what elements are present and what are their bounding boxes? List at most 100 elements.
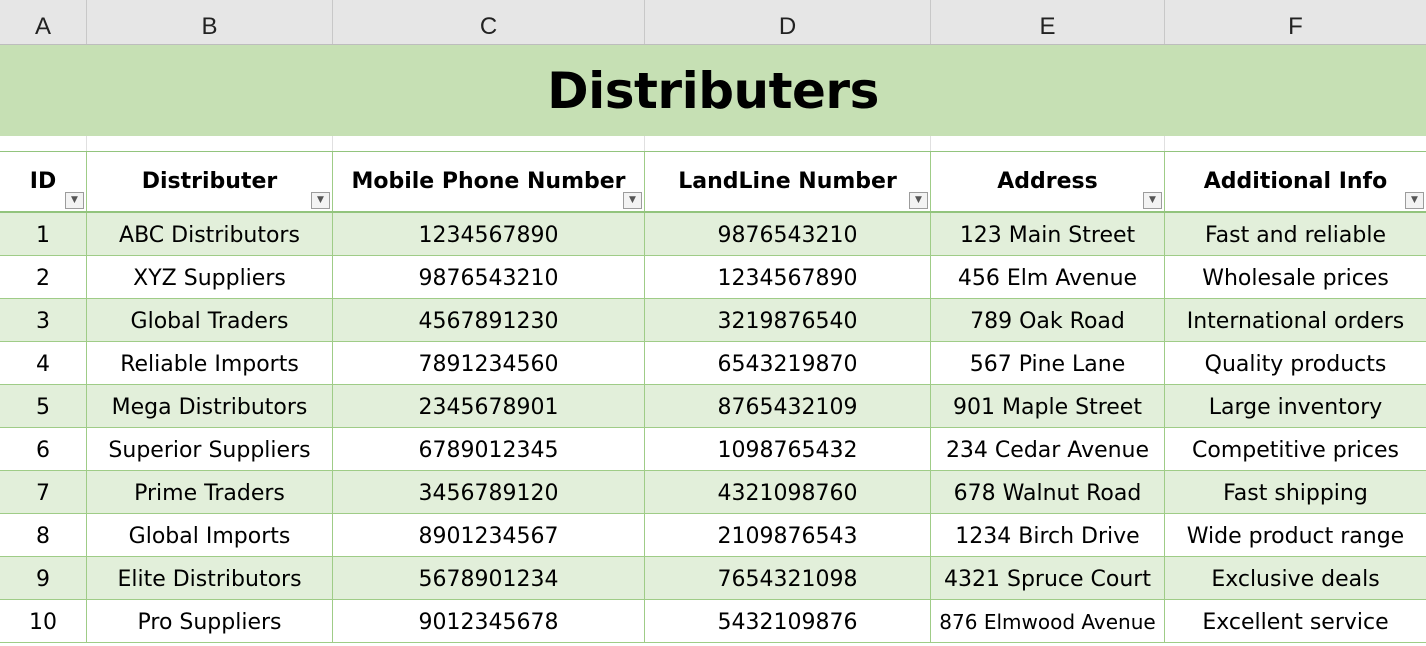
cell-mobile[interactable]: 3456789120 [333,471,645,513]
cell-id[interactable]: 6 [0,428,87,470]
table-row: 1 ABC Distributors 1234567890 9876543210… [0,213,1426,256]
cell-id[interactable]: 1 [0,213,87,255]
header-address[interactable]: Address ▼ [931,152,1165,211]
header-landline[interactable]: LandLine Number ▼ [645,152,931,211]
table-row: 2 XYZ Suppliers 9876543210 1234567890 45… [0,256,1426,299]
cell-distributer[interactable]: Prime Traders [87,471,333,513]
title-cell[interactable]: Distributers [0,45,1426,136]
distributers-table: ID ▼ Distributer ▼ Mobile Phone Number ▼… [0,151,1426,643]
column-header-d[interactable]: D [645,0,931,44]
cell-info[interactable]: Competitive prices [1192,437,1399,463]
cell-info[interactable]: Exclusive deals [1211,566,1380,592]
cell-distributer[interactable]: Mega Distributors [87,385,333,427]
table-row: 6 Superior Suppliers 6789012345 10987654… [0,428,1426,471]
header-distributer[interactable]: Distributer ▼ [87,152,333,211]
cell-landline[interactable]: 1234567890 [645,256,931,298]
header-id[interactable]: ID ▼ [0,152,87,211]
cell-address[interactable]: 678 Walnut Road [931,471,1165,513]
column-header-e[interactable]: E [931,0,1165,44]
header-mobile-phone[interactable]: Mobile Phone Number ▼ [333,152,645,211]
cell-address[interactable]: 123 Main Street [931,213,1165,255]
blank-cell[interactable] [931,136,1165,151]
table-row: 10 Pro Suppliers 9012345678 5432109876 8… [0,600,1426,643]
blank-row [0,136,1426,151]
dropdown-arrow-icon[interactable]: ▼ [623,192,642,209]
blank-cell[interactable] [333,136,645,151]
cell-info[interactable]: Fast shipping [1223,480,1368,506]
cell-landline[interactable]: 2109876543 [645,514,931,556]
header-label: Distributer [141,169,278,194]
cell-mobile[interactable]: 5678901234 [333,557,645,599]
header-label: LandLine Number [678,169,897,194]
cell-id[interactable]: 10 [0,600,87,642]
blank-cell[interactable] [645,136,931,151]
header-additional-info[interactable]: Additional Info ▼ [1165,152,1426,211]
cell-mobile[interactable]: 2345678901 [333,385,645,427]
cell-landline[interactable]: 7654321098 [645,557,931,599]
cell-landline[interactable]: 4321098760 [645,471,931,513]
blank-cell[interactable] [1165,136,1426,151]
cell-distributer[interactable]: Global Imports [87,514,333,556]
table-row: 9 Elite Distributors 5678901234 76543210… [0,557,1426,600]
cell-mobile[interactable]: 6789012345 [333,428,645,470]
cell-mobile[interactable]: 4567891230 [333,299,645,341]
table-row: 7 Prime Traders 3456789120 4321098760 67… [0,471,1426,514]
header-label: ID [29,169,57,194]
cell-info[interactable]: Quality products [1204,351,1387,377]
dropdown-arrow-icon[interactable]: ▼ [1143,192,1162,209]
table-row: 5 Mega Distributors 2345678901 876543210… [0,385,1426,428]
column-header-c[interactable]: C [333,0,645,44]
cell-mobile[interactable]: 8901234567 [333,514,645,556]
cell-distributer[interactable]: Elite Distributors [87,557,333,599]
dropdown-arrow-icon[interactable]: ▼ [1405,192,1424,209]
cell-id[interactable]: 9 [0,557,87,599]
column-header-f[interactable]: F [1288,13,1303,40]
blank-cell[interactable] [0,136,87,151]
cell-address[interactable]: 876 Elmwood Avenue [931,600,1165,642]
cell-distributer[interactable]: XYZ Suppliers [87,256,333,298]
cell-distributer[interactable]: Global Traders [87,299,333,341]
dropdown-arrow-icon[interactable]: ▼ [909,192,928,209]
cell-id[interactable]: 3 [0,299,87,341]
cell-info[interactable]: Wholesale prices [1202,265,1389,291]
cell-info[interactable]: Excellent service [1202,609,1389,635]
cell-info[interactable]: Wide product range [1186,523,1405,549]
cell-address[interactable]: 4321 Spruce Court [931,557,1165,599]
cell-id[interactable]: 5 [0,385,87,427]
cell-info[interactable]: International orders [1186,308,1405,334]
sheet-title: Distributers [547,61,879,120]
cell-id[interactable]: 2 [0,256,87,298]
cell-landline[interactable]: 1098765432 [645,428,931,470]
cell-landline[interactable]: 5432109876 [645,600,931,642]
cell-id[interactable]: 4 [0,342,87,384]
cell-landline[interactable]: 3219876540 [645,299,931,341]
table-row: 4 Reliable Imports 7891234560 6543219870… [0,342,1426,385]
cell-address[interactable]: 567 Pine Lane [931,342,1165,384]
cell-distributer[interactable]: Superior Suppliers [87,428,333,470]
cell-mobile[interactable]: 9012345678 [333,600,645,642]
dropdown-arrow-icon[interactable]: ▼ [311,192,330,209]
cell-address[interactable]: 456 Elm Avenue [931,256,1165,298]
cell-mobile[interactable]: 7891234560 [333,342,645,384]
cell-address[interactable]: 789 Oak Road [931,299,1165,341]
column-header-b[interactable]: B [87,0,333,44]
cell-info[interactable]: Fast and reliable [1205,222,1386,248]
cell-address[interactable]: 1234 Birch Drive [931,514,1165,556]
cell-landline[interactable]: 6543219870 [645,342,931,384]
cell-mobile[interactable]: 9876543210 [333,256,645,298]
cell-id[interactable]: 7 [0,471,87,513]
cell-mobile[interactable]: 1234567890 [333,213,645,255]
cell-address[interactable]: 901 Maple Street [931,385,1165,427]
cell-id[interactable]: 8 [0,514,87,556]
column-header-a[interactable]: A [0,0,87,44]
dropdown-arrow-icon[interactable]: ▼ [65,192,84,209]
cell-distributer[interactable]: Pro Suppliers [87,600,333,642]
cell-landline[interactable]: 9876543210 [645,213,931,255]
blank-cell[interactable] [87,136,333,151]
cell-landline[interactable]: 8765432109 [645,385,931,427]
cell-info[interactable]: Large inventory [1208,394,1383,420]
cell-distributer[interactable]: ABC Distributors [87,213,333,255]
cell-distributer[interactable]: Reliable Imports [87,342,333,384]
cell-address[interactable]: 234 Cedar Avenue [931,428,1165,470]
